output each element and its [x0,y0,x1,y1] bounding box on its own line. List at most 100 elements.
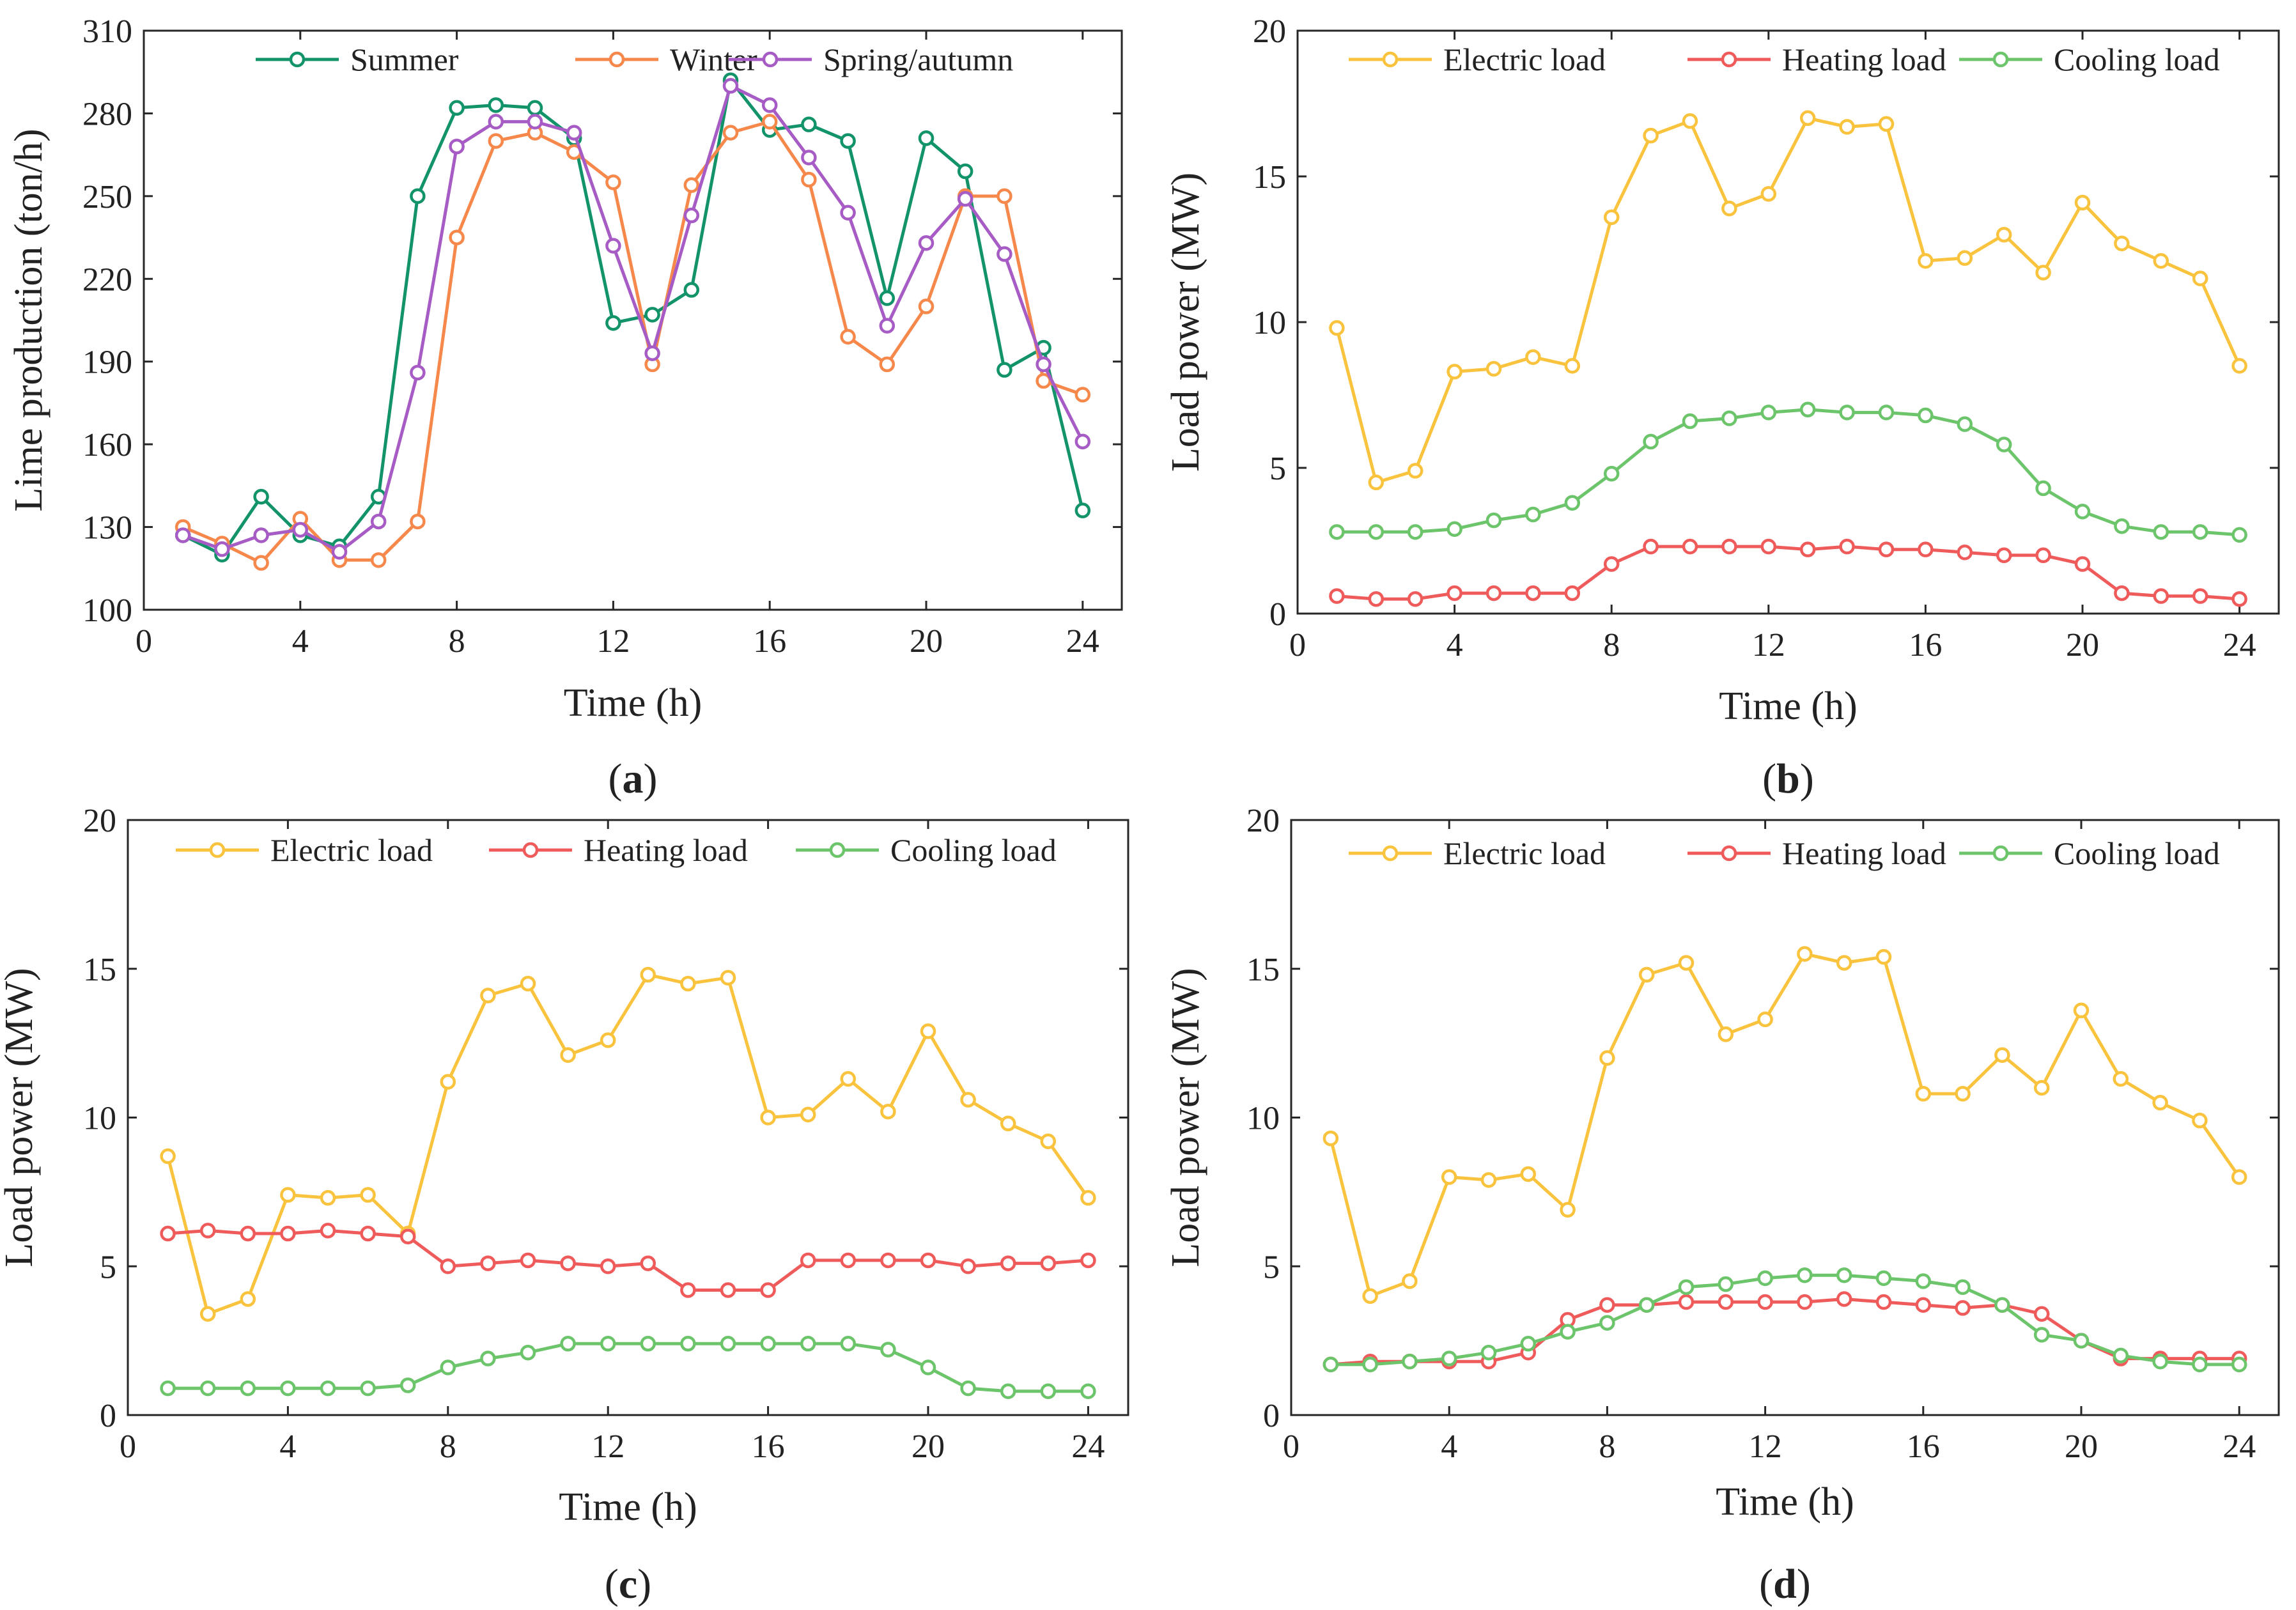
x-tick-label: 12 [591,1428,624,1465]
y-axis-title: Load power (MW) [1164,968,1207,1267]
data-point [720,970,736,986]
data-point [640,1336,656,1352]
data-point [2231,1356,2247,1373]
x-axis-title: Time (h) [564,681,702,725]
data-point [960,1092,976,1108]
data-point [600,1032,616,1048]
series-line [182,120,1083,565]
data-point [399,1228,416,1244]
legend-item: Electric load [176,832,433,868]
data-point [722,78,739,94]
data-point [1447,585,1462,601]
legend: Summer Winter Spring/autumn [256,42,1013,77]
data-point [2192,524,2208,540]
data-point [1407,524,1423,540]
data-point [1955,1086,1971,1102]
data-point [1000,1383,1016,1400]
chart-b: 0 4 8 12 16 20 24 0 5 10 15 20 Time (h) Load power (M… [1164,13,2280,802]
data-point [1955,1279,1971,1296]
data-point [449,138,465,155]
y-tick-label: 280 [82,96,132,132]
data-point [2073,1333,2090,1349]
panel-label-letter: a [623,755,644,802]
y-tick-label: 5 [1263,1249,1280,1285]
data-point [1915,1086,1932,1102]
data-point [449,229,465,245]
data-point [840,1336,857,1352]
x-tick-label: 12 [1749,1428,1782,1465]
x-tick-label: 24 [2223,627,2256,663]
panel-label-open: ( [1762,755,1776,802]
data-point [640,1255,656,1271]
data-point [240,1291,256,1307]
data-point [1564,358,1581,374]
data-point [1955,1300,1971,1316]
data-point [683,207,700,224]
data-point [240,1225,256,1242]
panel-label-letter: b [1776,755,1800,802]
data-point [440,1359,456,1375]
legend-marker [1721,845,1737,862]
series-cooling-load [160,1336,1096,1400]
legend-marker [1992,51,2009,68]
data-point [1599,1050,1615,1066]
data-point [1836,1267,1852,1283]
data-point [1996,226,2012,243]
chart-c: 0 4 8 12 16 20 24 0 5 10 15 20 Time (h) Load power (M… [0,803,1129,1607]
data-point [1797,1267,1813,1283]
legend-label: Heating load [1782,835,1946,871]
legend-label: Spring/autumn [823,42,1013,77]
data-point [1797,946,1813,962]
data-point [1080,1252,1096,1269]
panel-label-close: ) [1797,1561,1811,1607]
data-point [840,329,856,345]
data-point [1918,252,1934,269]
x-tick-label: 20 [2066,627,2099,663]
legend-marker [609,51,625,68]
data-point [1760,538,1777,555]
data-point [761,97,778,113]
y-tick-label: 10 [1253,305,1286,341]
legend-label: Heating load [1782,42,1946,77]
legend-label: Cooling load [890,832,1057,868]
data-point [1402,1273,1418,1289]
series-line [182,79,1085,557]
data-point [2192,1112,2208,1129]
series-heating-load [160,1223,1096,1298]
y-tick-label: 130 [82,510,132,546]
data-point [600,1258,616,1274]
data-point [1074,502,1091,518]
x-axis-title: Time (h) [559,1485,697,1529]
chart-a: 0 4 8 12 16 20 24 100 130 160 190 220 250 280 310 Time … [7,13,1123,802]
data-point [1080,1383,1096,1400]
y-tick-label: 20 [83,803,116,839]
data-point [800,1336,816,1352]
data-point [2231,527,2247,543]
series-spring-autumn [175,78,1091,560]
data-point [2153,524,2169,540]
data-point [1839,538,1855,555]
data-point [2153,588,2169,604]
data-point [1485,512,1502,529]
x-tick-label: 8 [1603,627,1620,663]
panel-label: (a) [609,755,658,802]
y-tick-label: 220 [82,261,132,298]
legend-marker [209,842,226,858]
data-point [480,987,496,1003]
legend-item: Cooling load [1959,835,2220,871]
data-point [1682,413,1698,430]
data-point [370,513,387,530]
data-point [1564,495,1581,511]
data-point [1721,200,1737,217]
data-point [605,174,621,190]
data-point [370,552,387,568]
y-tick-label: 100 [82,592,132,629]
y-tick-label: 15 [1246,952,1280,988]
x-tick-label: 16 [753,623,786,660]
legend-label: Heating load [584,832,748,868]
data-point [1718,1276,1734,1292]
data-point [1329,588,1345,604]
data-point [440,1074,456,1090]
data-point [1721,538,1737,555]
data-point [1564,585,1581,601]
